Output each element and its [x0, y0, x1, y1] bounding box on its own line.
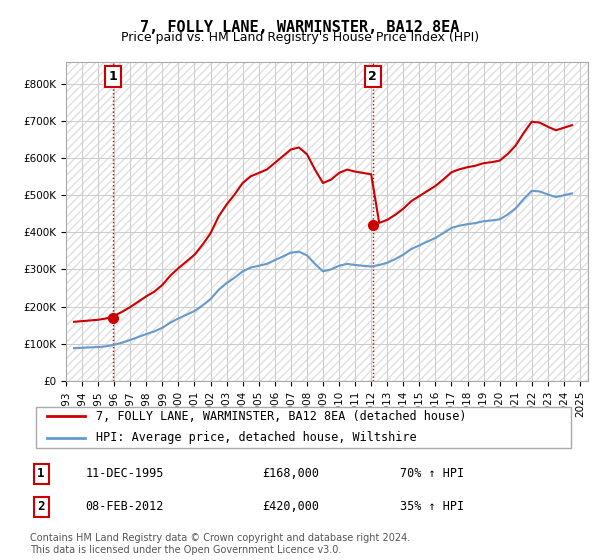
- Text: 7, FOLLY LANE, WARMINSTER, BA12 8EA: 7, FOLLY LANE, WARMINSTER, BA12 8EA: [140, 20, 460, 35]
- Text: 1: 1: [37, 468, 45, 480]
- Text: 7, FOLLY LANE, WARMINSTER, BA12 8EA (detached house): 7, FOLLY LANE, WARMINSTER, BA12 8EA (det…: [96, 409, 467, 423]
- Text: 2: 2: [37, 500, 45, 514]
- Text: 35% ↑ HPI: 35% ↑ HPI: [400, 500, 464, 514]
- Text: £420,000: £420,000: [262, 500, 319, 514]
- Text: Price paid vs. HM Land Registry's House Price Index (HPI): Price paid vs. HM Land Registry's House …: [121, 31, 479, 44]
- Text: HPI: Average price, detached house, Wiltshire: HPI: Average price, detached house, Wilt…: [96, 431, 417, 445]
- Text: 11-DEC-1995: 11-DEC-1995: [85, 468, 164, 480]
- Text: 70% ↑ HPI: 70% ↑ HPI: [400, 468, 464, 480]
- Text: 08-FEB-2012: 08-FEB-2012: [85, 500, 164, 514]
- Text: £168,000: £168,000: [262, 468, 319, 480]
- Text: 1: 1: [109, 70, 118, 83]
- FancyBboxPatch shape: [35, 407, 571, 449]
- Text: 2: 2: [368, 70, 377, 83]
- Text: Contains HM Land Registry data © Crown copyright and database right 2024.
This d: Contains HM Land Registry data © Crown c…: [30, 533, 410, 555]
